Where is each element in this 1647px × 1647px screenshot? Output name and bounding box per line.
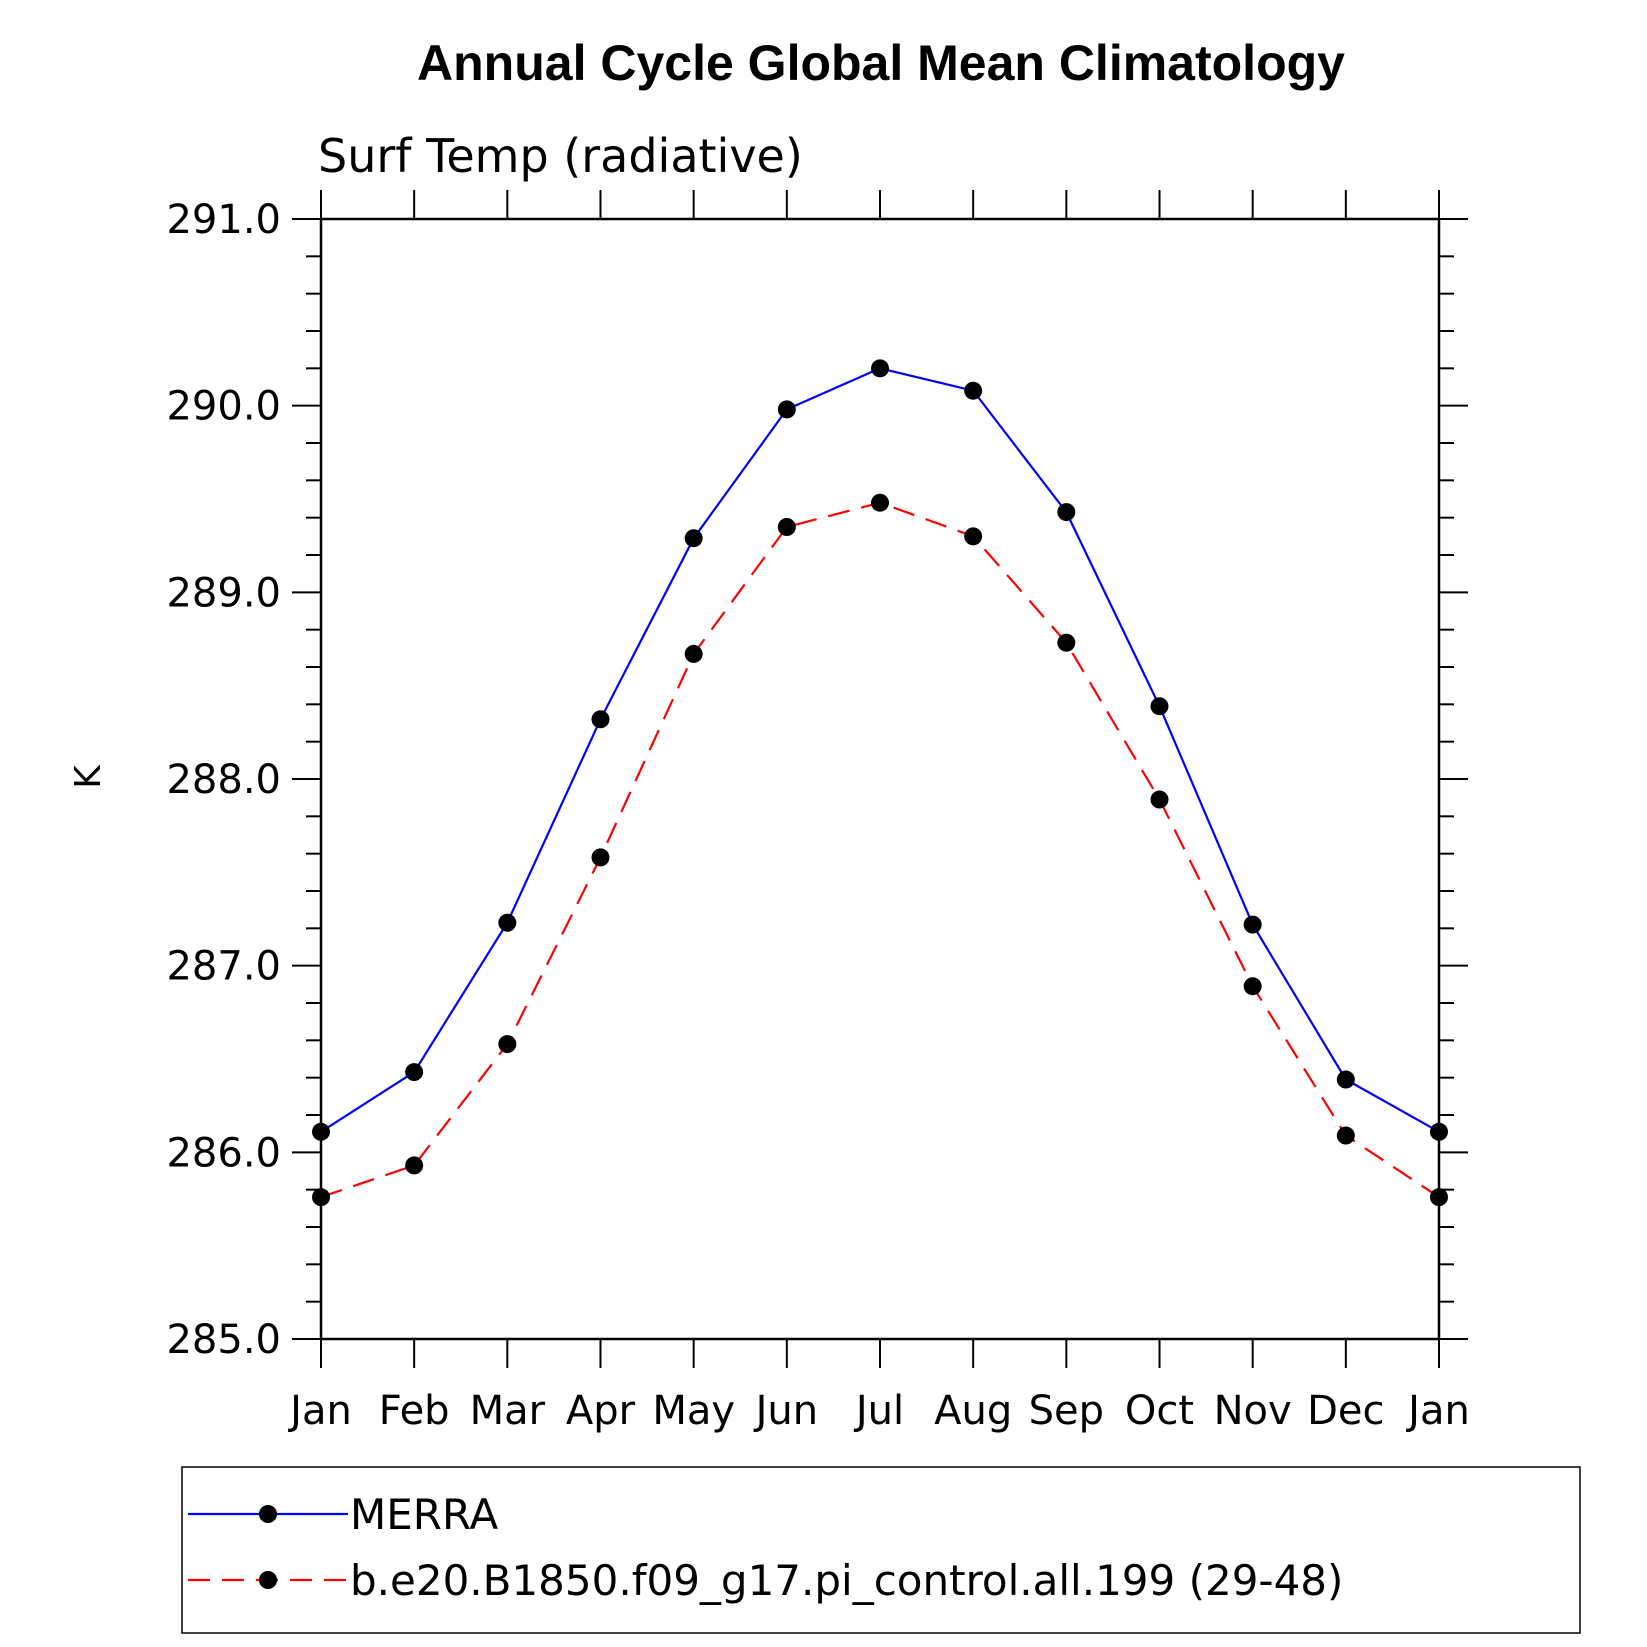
x-tick-label: Sep bbox=[1029, 1388, 1104, 1434]
y-tick-label: 286.0 bbox=[166, 1130, 281, 1176]
y-tick-label: 288.0 bbox=[166, 757, 281, 803]
data-point-series-1 bbox=[1336, 1126, 1355, 1145]
data-point-series-1 bbox=[1430, 1188, 1448, 1207]
data-point-series-1 bbox=[964, 527, 983, 546]
series-line-1 bbox=[320, 501, 1440, 1199]
data-point-series-0 bbox=[1150, 697, 1169, 716]
data-point-series-1 bbox=[1243, 977, 1262, 996]
data-point-series-0 bbox=[1057, 503, 1076, 522]
data-point-series-0 bbox=[312, 1122, 330, 1141]
x-tick-label: Mar bbox=[470, 1388, 546, 1434]
x-tick-label: Jul bbox=[853, 1388, 904, 1434]
x-tick-label: May bbox=[652, 1388, 735, 1434]
legend-label-1: b.e20.B1850.f09_g17.pi_control.all.199 (… bbox=[350, 1556, 1343, 1605]
data-point-series-0 bbox=[684, 529, 703, 548]
legend: MERRA b.e20.B1850.f09_g17.pi_control.all.… bbox=[181, 1466, 1581, 1634]
data-point-series-1 bbox=[591, 848, 610, 867]
data-point-series-0 bbox=[405, 1063, 424, 1082]
data-point-series-1 bbox=[1150, 790, 1169, 809]
x-tick-label: Feb bbox=[379, 1388, 450, 1434]
plot-frame bbox=[319, 217, 1441, 1341]
x-tick-label: Oct bbox=[1125, 1388, 1194, 1434]
data-point-series-0 bbox=[777, 400, 796, 419]
legend-marker-0 bbox=[259, 1505, 277, 1523]
data-point-series-1 bbox=[498, 1035, 517, 1054]
data-point-series-0 bbox=[871, 359, 889, 378]
y-tick-label: 289.0 bbox=[166, 570, 281, 616]
x-tick-labels: Jan Feb Mar Apr May Jun Jul Aug Sep Oct Nov Dec Jan bbox=[287, 1388, 1470, 1434]
data-point-series-1 bbox=[684, 644, 703, 663]
data-point-series-0 bbox=[498, 913, 517, 932]
x-tick-label: Jan bbox=[1405, 1388, 1470, 1434]
data-point-series-0 bbox=[1336, 1070, 1355, 1089]
data-point-series-0 bbox=[1430, 1122, 1448, 1141]
data-point-series-1 bbox=[777, 518, 796, 536]
x-tick-label: Nov bbox=[1214, 1388, 1292, 1434]
legend-box bbox=[181, 1466, 1581, 1634]
chart-subtitle: Surf Temp (radiative) bbox=[318, 129, 803, 183]
plot-axes bbox=[292, 190, 1468, 1368]
x-tick-label: Apr bbox=[566, 1388, 636, 1434]
y-tick-labels: 285.0 286.0 287.0 288.0 289.0 290.0 291.0 bbox=[166, 197, 281, 1363]
data-point-series-0 bbox=[1243, 915, 1262, 934]
series-layer bbox=[312, 359, 1448, 1207]
x-tick-label: Dec bbox=[1307, 1388, 1384, 1434]
y-axis-label: K bbox=[68, 764, 109, 789]
data-point-series-1 bbox=[312, 1188, 330, 1207]
chart-title: Annual Cycle Global Mean Climatology bbox=[417, 35, 1345, 91]
y-tick-label: 285.0 bbox=[166, 1317, 281, 1363]
y-tick-label: 287.0 bbox=[166, 944, 281, 990]
data-point-series-0 bbox=[591, 710, 610, 729]
y-tick-label: 290.0 bbox=[166, 384, 281, 430]
data-point-series-1 bbox=[871, 493, 889, 512]
legend-entries: MERRA b.e20.B1850.f09_g17.pi_control.all.… bbox=[188, 1490, 1343, 1605]
y-tick-label: 291.0 bbox=[166, 197, 281, 243]
legend-label-0: MERRA bbox=[350, 1490, 498, 1539]
data-point-series-1 bbox=[1057, 633, 1076, 652]
x-tick-label: Jun bbox=[753, 1388, 819, 1434]
legend-marker-1 bbox=[259, 1571, 277, 1589]
data-point-series-0 bbox=[964, 381, 983, 400]
x-tick-label: Aug bbox=[934, 1388, 1012, 1434]
data-point-series-1 bbox=[405, 1156, 424, 1175]
x-tick-label: Jan bbox=[287, 1388, 352, 1434]
